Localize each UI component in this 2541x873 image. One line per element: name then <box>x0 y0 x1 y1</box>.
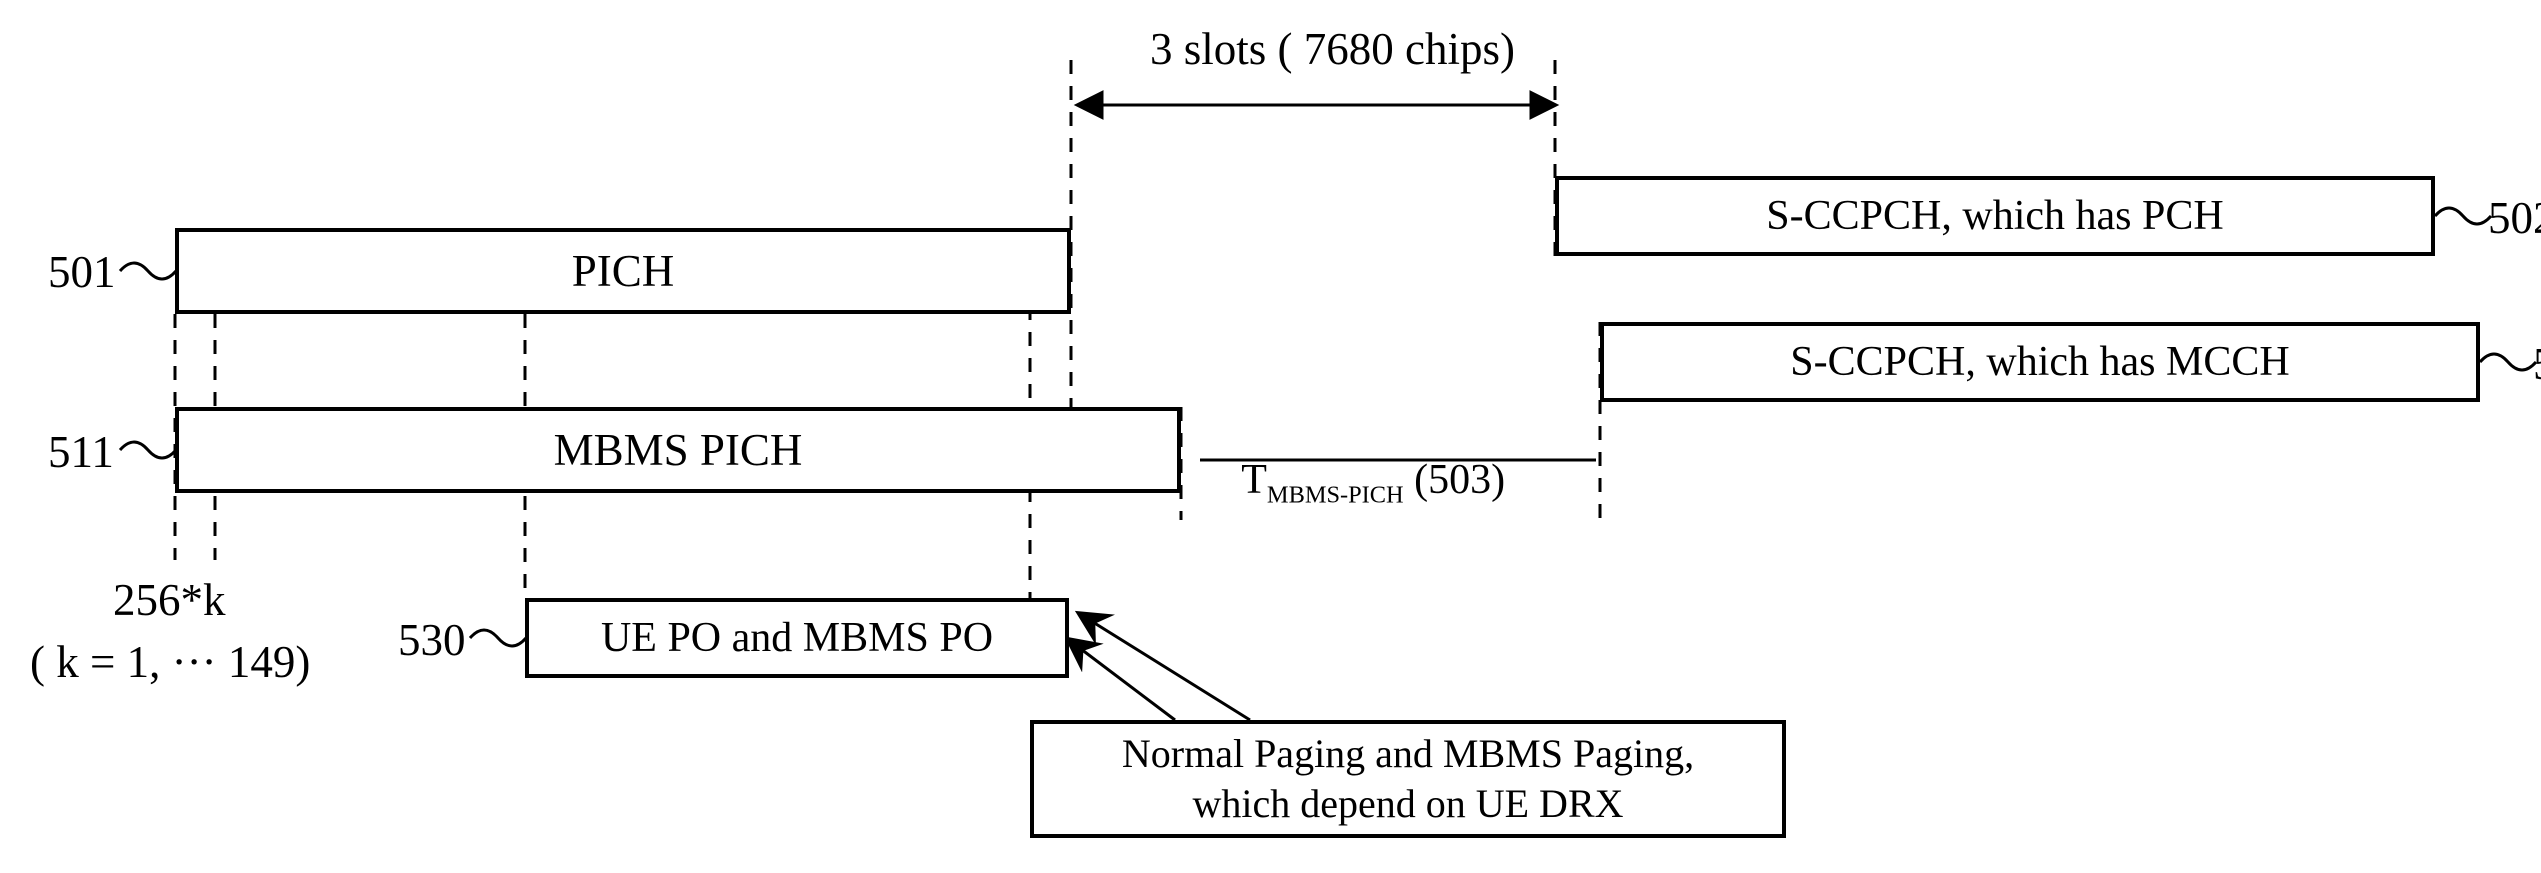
ccpch-mcch-label: S-CCPCH, which has MCCH <box>1790 338 2289 386</box>
pich-label: PICH <box>572 245 675 297</box>
mbms-pich-box: MBMS PICH <box>175 407 1181 493</box>
ref-501: 501 <box>48 250 116 295</box>
t-prefix: T <box>1241 457 1267 503</box>
callout-line1: Normal Paging and MBMS Paging, <box>1122 729 1694 779</box>
ccpch-mcch-box: S-CCPCH, which has MCCH <box>1600 322 2480 402</box>
t-sub: MBMS-PICH <box>1267 481 1404 508</box>
callout-line2: which depend on UE DRX <box>1192 779 1623 829</box>
mbms-pich-label: MBMS PICH <box>554 424 803 476</box>
pich-box: PICH <box>175 228 1071 314</box>
ref-512: 512 <box>2533 342 2541 387</box>
ccpch-pch-label: S-CCPCH, which has PCH <box>1766 192 2223 240</box>
ref-511: 511 <box>48 430 114 475</box>
offset-k-bot: ( k = 1, ··· 149) <box>30 640 310 685</box>
ref-502: 502 <box>2488 196 2541 241</box>
t-mbms-label: TMBMS-PICH (503) <box>1200 417 1505 543</box>
t-suffix: (503) <box>1404 457 1505 503</box>
offset-k-top: 256*k <box>113 578 226 623</box>
diagram-stage: 3 slots ( 7680 chips) PICH 501 MBMS PICH… <box>0 0 2541 873</box>
ref-530: 530 <box>398 618 466 663</box>
ue-po-label: UE PO and MBMS PO <box>601 614 993 662</box>
slots-label: 3 slots ( 7680 chips) <box>1150 27 1515 72</box>
ccpch-pch-box: S-CCPCH, which has PCH <box>1555 176 2435 256</box>
ue-po-box: UE PO and MBMS PO <box>525 598 1069 678</box>
paging-callout: Normal Paging and MBMS Paging, which dep… <box>1030 720 1786 838</box>
